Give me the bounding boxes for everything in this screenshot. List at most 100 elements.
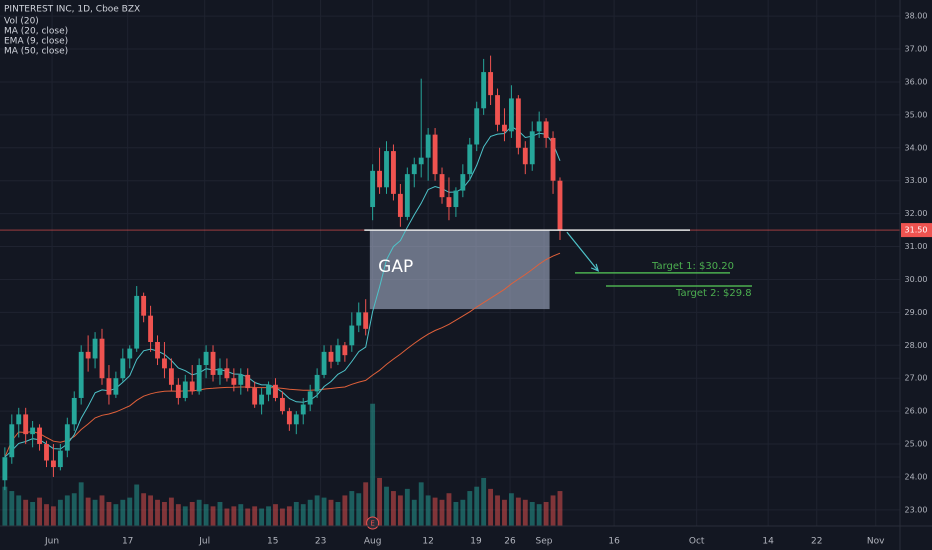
y-tick-label: 26.00 (905, 407, 928, 416)
volume-bar (203, 504, 209, 526)
gap-box (369, 230, 550, 310)
candle-body (259, 394, 265, 405)
candle-body (529, 131, 535, 165)
volume-bar (168, 497, 174, 526)
volume-bar (231, 506, 237, 526)
candle-body (71, 397, 77, 425)
volume-bar (9, 491, 15, 526)
candle-body (356, 312, 362, 326)
volume-bar (266, 506, 271, 526)
volume-bar (474, 486, 480, 526)
volume-bar (495, 495, 500, 526)
candle-body (328, 351, 334, 362)
volume-bar (418, 482, 424, 526)
candle-body (210, 351, 216, 375)
volume-bar (307, 499, 313, 526)
volume-bar (502, 499, 507, 526)
candle-body (349, 325, 355, 346)
candle-body (162, 358, 167, 369)
indicator-label: EMA (9, close) (4, 37, 68, 47)
candle-body (182, 381, 188, 398)
y-tick-label: 34.00 (905, 143, 928, 152)
candle-body (51, 460, 56, 468)
candle-body (370, 170, 376, 208)
volume-bar (515, 497, 521, 526)
candle-body (127, 348, 133, 359)
candle-body (106, 378, 112, 395)
x-tick-label: Jul (198, 537, 210, 547)
candle-body (307, 391, 313, 405)
candle-body (453, 190, 459, 208)
candle-body (384, 151, 389, 188)
candle-body (550, 137, 556, 181)
candle-body (474, 108, 480, 145)
annotations-back (0, 229, 900, 310)
candle-body (57, 450, 63, 468)
volume-bar (217, 501, 223, 526)
y-tick-label: 25.00 (905, 440, 928, 449)
candle-body (141, 295, 147, 316)
volume-bar (252, 506, 258, 526)
volume-bar (155, 499, 160, 526)
y-tick-label: 24.00 (905, 472, 928, 481)
candle-body (231, 378, 237, 385)
volume-bar (370, 403, 376, 526)
earnings-label: E (370, 520, 374, 528)
candle-body (425, 134, 431, 158)
candle-body (224, 368, 230, 379)
candle-body (175, 384, 181, 398)
candle-body (279, 397, 285, 412)
candle-body (120, 358, 126, 379)
x-tick-label: 14 (762, 537, 774, 547)
candle-body (37, 427, 42, 445)
volume-bar (134, 484, 140, 526)
target-label: Target 1: $30.20 (651, 261, 734, 272)
x-tick-label: 19 (470, 537, 482, 547)
candle-body (252, 388, 258, 405)
volume-bar (543, 501, 549, 526)
x-tick-label: Oct (689, 537, 705, 547)
volume-bar (356, 493, 362, 526)
candle-body (196, 365, 202, 392)
ma50-line (4, 252, 561, 458)
volume-bar (536, 504, 542, 526)
volume-bar (224, 508, 230, 526)
candle-body (2, 457, 8, 481)
volume-bar (467, 491, 473, 526)
volume-bar (481, 477, 487, 526)
y-tick-label: 31.00 (905, 242, 928, 251)
candle-body (522, 147, 528, 165)
volume-bar (397, 495, 403, 526)
y-tick-label: 30.00 (905, 275, 928, 284)
volume-bar (238, 504, 244, 526)
x-tick-label: Nov (867, 537, 885, 547)
candle-body (23, 414, 29, 435)
volume-bar (321, 497, 327, 526)
volume-bar (432, 497, 438, 526)
candle-body (502, 124, 507, 132)
y-tick-label: 35.00 (905, 110, 928, 119)
candle-body (286, 411, 292, 425)
candle-body (467, 144, 473, 175)
candle-body (92, 338, 98, 359)
volume-bar (85, 497, 91, 526)
target-label: Target 2: $29.8 (675, 288, 752, 299)
candle-body (134, 295, 140, 349)
candle-body (488, 72, 494, 96)
volume-bar (391, 491, 396, 526)
candle-body (508, 98, 514, 132)
candle-body (155, 341, 160, 359)
volume-bar (127, 497, 133, 526)
candle-body (515, 98, 521, 148)
annotations: GAP Target 1: $30.20 Target 2: $29.8 E (364, 229, 752, 530)
x-tick-label: Aug (364, 537, 382, 547)
volume-bar (113, 504, 119, 526)
candle-body (293, 414, 299, 425)
volume-bar (557, 491, 563, 526)
volume-bar (92, 499, 98, 526)
candle-body (411, 164, 417, 175)
volume-bar (2, 486, 8, 526)
volume-bar (522, 499, 528, 526)
volume-bar (550, 495, 556, 526)
candle-body (404, 174, 410, 217)
